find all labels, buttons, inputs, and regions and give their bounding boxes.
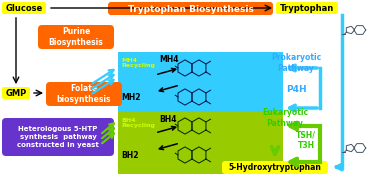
- Text: TSH/
T3H: TSH/ T3H: [296, 130, 316, 150]
- Text: Heterologous 5-HTP
synthesis  pathway
constructed in yeast: Heterologous 5-HTP synthesis pathway con…: [17, 127, 99, 147]
- Text: Purine
Biosynthesis: Purine Biosynthesis: [49, 27, 103, 47]
- FancyBboxPatch shape: [276, 2, 338, 14]
- Bar: [118, 112, 283, 174]
- FancyBboxPatch shape: [222, 161, 328, 174]
- Text: P4H: P4H: [286, 85, 306, 95]
- FancyBboxPatch shape: [2, 118, 114, 156]
- Text: Glucose: Glucose: [5, 4, 43, 13]
- Text: MH4
Recycling: MH4 Recycling: [121, 58, 155, 68]
- Text: GMP: GMP: [5, 88, 26, 98]
- Text: BH2: BH2: [121, 150, 138, 159]
- Text: BH4: BH4: [159, 116, 177, 124]
- FancyBboxPatch shape: [108, 2, 273, 15]
- FancyBboxPatch shape: [2, 87, 30, 99]
- FancyBboxPatch shape: [2, 2, 46, 14]
- Text: BH4
Recycling: BH4 Recycling: [121, 118, 155, 128]
- Text: Folate
biosynthesis: Folate biosynthesis: [57, 84, 111, 104]
- Text: Tryptophan Biosynthesis: Tryptophan Biosynthesis: [127, 4, 253, 13]
- FancyBboxPatch shape: [38, 25, 114, 49]
- Text: Tryptophan: Tryptophan: [280, 4, 334, 13]
- Text: Eukaryotic
Pathway: Eukaryotic Pathway: [262, 108, 308, 128]
- Text: MH4: MH4: [159, 56, 178, 64]
- Text: Prokaryotic
Pathway: Prokaryotic Pathway: [271, 53, 321, 73]
- Text: MH2: MH2: [121, 93, 141, 101]
- FancyBboxPatch shape: [46, 82, 122, 106]
- Bar: [118, 52, 283, 112]
- Text: 5-Hydroxytryptophan: 5-Hydroxytryptophan: [229, 163, 321, 172]
